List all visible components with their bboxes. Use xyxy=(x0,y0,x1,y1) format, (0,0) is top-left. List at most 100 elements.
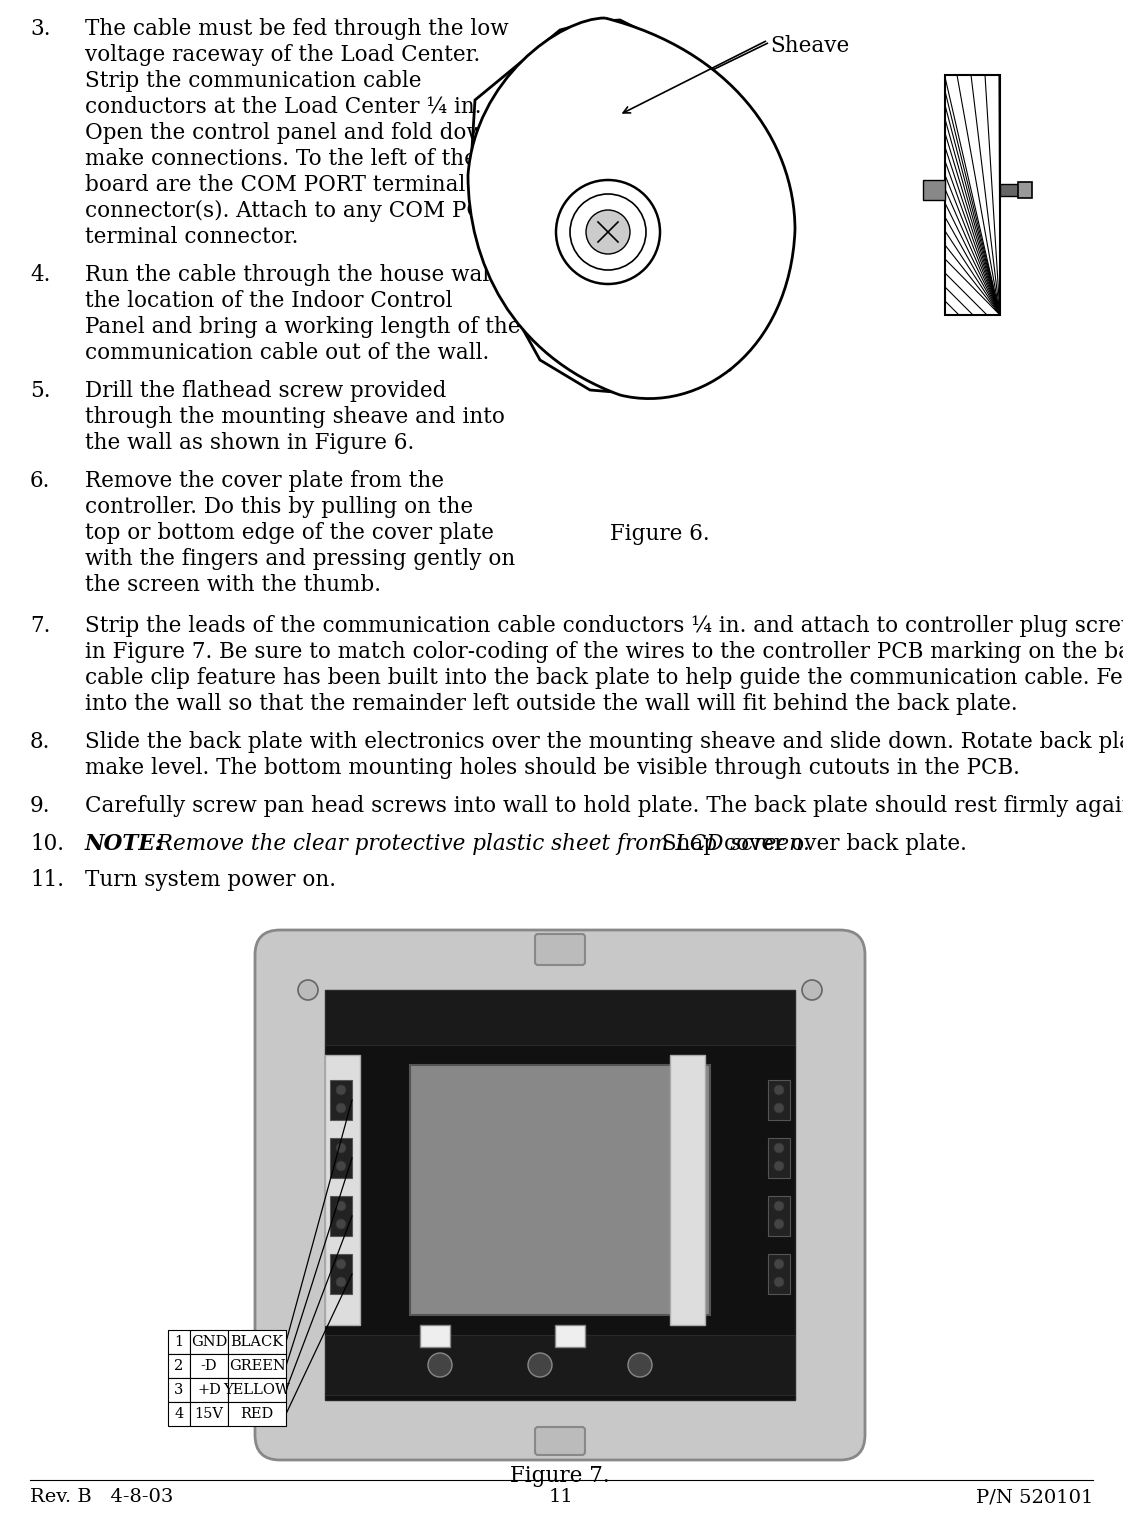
Text: The cable must be fed through the low: The cable must be fed through the low xyxy=(85,18,509,39)
Text: 9.: 9. xyxy=(30,794,51,817)
Text: in Figure 7. Be sure to match color-coding of the wires to the controller PCB ma: in Figure 7. Be sure to match color-codi… xyxy=(85,642,1123,663)
Bar xyxy=(325,990,795,1400)
Text: connector(s). Attach to any COM PORT: connector(s). Attach to any COM PORT xyxy=(85,200,514,222)
PathPatch shape xyxy=(468,18,795,398)
Text: the location of the Indoor Control: the location of the Indoor Control xyxy=(85,290,453,312)
Text: 2: 2 xyxy=(174,1359,184,1372)
Circle shape xyxy=(802,980,822,1000)
Bar xyxy=(768,1195,789,1236)
Text: the wall as shown in Figure 6.: the wall as shown in Figure 6. xyxy=(85,433,414,454)
Bar xyxy=(190,1330,228,1354)
Text: +D: +D xyxy=(197,1383,221,1396)
Bar xyxy=(325,990,795,1045)
Text: board are the COM PORT terminal: board are the COM PORT terminal xyxy=(85,174,465,197)
PathPatch shape xyxy=(471,20,789,395)
Text: 10.: 10. xyxy=(30,834,64,855)
Bar xyxy=(168,1354,190,1378)
FancyBboxPatch shape xyxy=(535,934,585,965)
Text: make connections. To the left of the: make connections. To the left of the xyxy=(85,148,477,169)
Text: 6.: 6. xyxy=(30,471,51,492)
Text: 3.: 3. xyxy=(30,18,51,39)
Text: 11: 11 xyxy=(549,1487,574,1505)
Circle shape xyxy=(336,1085,346,1095)
Text: Rev. B   4-8-03: Rev. B 4-8-03 xyxy=(30,1487,173,1505)
Bar xyxy=(1019,182,1032,198)
Text: communication cable out of the wall.: communication cable out of the wall. xyxy=(85,342,490,365)
Circle shape xyxy=(774,1259,784,1269)
Text: conductors at the Load Center ¼ in.: conductors at the Load Center ¼ in. xyxy=(85,95,482,118)
Text: Remove the cover plate from the: Remove the cover plate from the xyxy=(85,471,444,492)
Text: Drill the flathead screw provided: Drill the flathead screw provided xyxy=(85,380,446,402)
Circle shape xyxy=(428,1353,451,1377)
Text: through the mounting sheave and into: through the mounting sheave and into xyxy=(85,405,505,428)
Text: with the fingers and pressing gently on: with the fingers and pressing gently on xyxy=(85,548,515,570)
Bar xyxy=(325,1334,795,1395)
Circle shape xyxy=(336,1277,346,1288)
Text: P/N 520101: P/N 520101 xyxy=(976,1487,1093,1505)
Bar xyxy=(168,1330,190,1354)
Circle shape xyxy=(528,1353,553,1377)
Circle shape xyxy=(774,1201,784,1210)
Circle shape xyxy=(570,194,646,269)
Bar xyxy=(190,1378,228,1403)
Bar xyxy=(999,185,1020,197)
Circle shape xyxy=(298,980,318,1000)
Text: voltage raceway of the Load Center.: voltage raceway of the Load Center. xyxy=(85,44,481,67)
Bar xyxy=(330,1138,351,1179)
Bar xyxy=(330,1195,351,1236)
Bar xyxy=(944,76,999,315)
Circle shape xyxy=(774,1219,784,1229)
Bar xyxy=(923,180,944,200)
Circle shape xyxy=(774,1142,784,1153)
Bar xyxy=(168,1403,190,1425)
Text: Remove the clear protective plastic sheet from LCD screen.: Remove the clear protective plastic shee… xyxy=(143,834,810,855)
Bar xyxy=(228,1330,286,1354)
Text: 4: 4 xyxy=(174,1407,184,1421)
Circle shape xyxy=(336,1103,346,1114)
Text: Sheave: Sheave xyxy=(770,35,849,57)
Bar xyxy=(410,1065,710,1315)
Circle shape xyxy=(336,1201,346,1210)
Text: 15V: 15V xyxy=(194,1407,223,1421)
Text: 3: 3 xyxy=(174,1383,184,1396)
Text: Strip the communication cable: Strip the communication cable xyxy=(85,70,421,92)
Circle shape xyxy=(774,1160,784,1171)
FancyBboxPatch shape xyxy=(535,1427,585,1456)
FancyBboxPatch shape xyxy=(255,930,865,1460)
Text: Carefully screw pan head screws into wall to hold plate. The back plate should r: Carefully screw pan head screws into wal… xyxy=(85,794,1123,817)
Bar xyxy=(670,1055,705,1325)
Text: Figure 7.: Figure 7. xyxy=(510,1465,610,1487)
Bar xyxy=(555,1325,585,1347)
Bar xyxy=(330,1080,351,1120)
Circle shape xyxy=(774,1085,784,1095)
Text: RED: RED xyxy=(240,1407,274,1421)
Bar xyxy=(190,1403,228,1425)
Bar xyxy=(768,1254,789,1294)
Bar xyxy=(190,1354,228,1378)
Text: the screen with the thumb.: the screen with the thumb. xyxy=(85,573,381,596)
Text: YELLOW: YELLOW xyxy=(223,1383,291,1396)
Bar xyxy=(768,1138,789,1179)
Text: Run the cable through the house wall to: Run the cable through the house wall to xyxy=(85,263,524,286)
Text: 4.: 4. xyxy=(30,263,51,286)
Text: NOTE:: NOTE: xyxy=(85,834,171,855)
Text: Slide the back plate with electronics over the mounting sheave and slide down. R: Slide the back plate with electronics ov… xyxy=(85,731,1123,753)
Text: 11.: 11. xyxy=(30,868,64,891)
Bar xyxy=(168,1378,190,1403)
Text: Panel and bring a working length of the: Panel and bring a working length of the xyxy=(85,316,520,337)
Text: 7.: 7. xyxy=(30,614,51,637)
Bar xyxy=(768,1080,789,1120)
Bar xyxy=(228,1354,286,1378)
Circle shape xyxy=(336,1160,346,1171)
Circle shape xyxy=(336,1259,346,1269)
Bar xyxy=(420,1325,450,1347)
Text: make level. The bottom mounting holes should be visible through cutouts in the P: make level. The bottom mounting holes sh… xyxy=(85,756,1020,779)
Text: Snap cover over back plate.: Snap cover over back plate. xyxy=(655,834,967,855)
Text: Open the control panel and fold down to: Open the control panel and fold down to xyxy=(85,123,527,144)
Text: cable clip feature has been built into the back plate to help guide the communic: cable clip feature has been built into t… xyxy=(85,667,1123,688)
Text: 5.: 5. xyxy=(30,380,51,402)
Bar xyxy=(228,1403,286,1425)
Text: Turn system power on.: Turn system power on. xyxy=(85,868,336,891)
Text: top or bottom edge of the cover plate: top or bottom edge of the cover plate xyxy=(85,522,494,545)
Circle shape xyxy=(774,1277,784,1288)
